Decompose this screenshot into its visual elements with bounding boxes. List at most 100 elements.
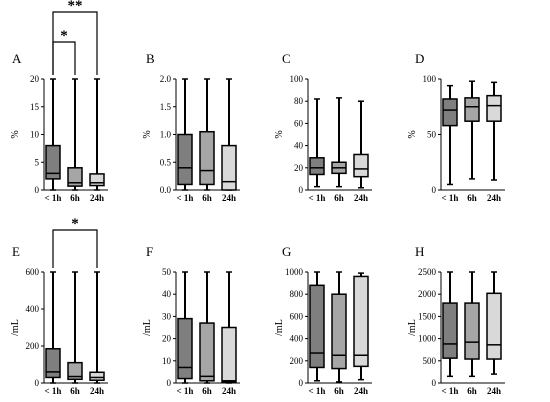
y-tick-label: 5 <box>35 157 40 167</box>
panel-f: F 0 10 20 30 40 50/mL < 1h 6h 24h <box>142 244 240 396</box>
category-label: 6h <box>467 386 477 396</box>
iqr-box <box>177 317 193 380</box>
y-tick-label: 100 <box>423 74 437 84</box>
y-tick-label: 0 <box>299 378 304 388</box>
y-axis-title: % <box>274 130 285 138</box>
iqr-box <box>464 302 480 360</box>
panel-a: A 0 5 10 15 20% < 1h 6h 24h *** <box>10 0 108 203</box>
y-tick-label: 1000 <box>285 267 304 277</box>
category-label: < 1h <box>309 386 326 396</box>
iqr-box <box>89 371 105 381</box>
y-axis-title: /mL <box>407 319 418 336</box>
category-label: < 1h <box>442 193 459 203</box>
iqr-box <box>442 98 458 127</box>
panel-e: E 0 200 400 600/mL < 1h 6h 24h * <box>10 216 108 396</box>
panel-letter: H <box>415 244 424 259</box>
y-tick-label: 600 <box>26 267 40 277</box>
iqr-box <box>45 144 61 180</box>
y-tick-label: 10 <box>30 130 40 140</box>
category-label: 24h <box>222 193 236 203</box>
significance-bracket <box>52 11 98 75</box>
box-2 <box>353 100 369 189</box>
y-tick-label: 200 <box>26 341 40 351</box>
category-label: 6h <box>70 386 80 396</box>
category-label: < 1h <box>309 193 326 203</box>
box-2 <box>89 271 105 384</box>
box-1 <box>199 78 215 191</box>
y-tick-label: 2.0 <box>160 74 172 84</box>
y-tick-label: 20 <box>162 334 172 344</box>
y-tick-label: 0 <box>167 378 172 388</box>
box-2 <box>221 271 237 384</box>
panel-d: D 0 50 100% < 1h 6h 24h <box>407 51 505 203</box>
box-1 <box>464 80 480 180</box>
y-tick-label: 50 <box>427 130 437 140</box>
category-label: 24h <box>487 193 501 203</box>
iqr-box <box>353 153 369 178</box>
box-2 <box>89 78 105 191</box>
y-tick-label: 0 <box>432 378 437 388</box>
iqr-box <box>67 167 83 187</box>
box-0 <box>309 98 325 188</box>
box-2 <box>221 78 237 191</box>
box-0 <box>442 84 458 186</box>
y-tick-label: 2000 <box>418 289 437 299</box>
y-axis-title: % <box>10 130 21 138</box>
panel-g: G 0 200 400 600 800 1000/mL < 1h 6h 24h <box>274 244 372 396</box>
box-2 <box>353 272 369 381</box>
y-tick-label: 0.5 <box>160 157 172 167</box>
significance-label: * <box>71 216 79 232</box>
y-tick-label: 0 <box>432 185 437 195</box>
panel-letter: C <box>282 51 291 66</box>
y-tick-label: 600 <box>290 311 304 321</box>
iqr-box <box>442 302 458 359</box>
y-tick-label: 20 <box>294 163 304 173</box>
iqr-box <box>89 173 105 187</box>
iqr-box <box>221 326 237 383</box>
category-label: 24h <box>222 386 236 396</box>
iqr-box <box>177 133 193 186</box>
y-tick-label: 500 <box>423 356 437 366</box>
category-label: < 1h <box>442 386 459 396</box>
iqr-box <box>486 292 502 360</box>
box-2 <box>486 271 502 375</box>
category-label: 6h <box>70 193 80 203</box>
category-label: 6h <box>334 193 344 203</box>
iqr-box <box>353 275 369 368</box>
panel-c: C 0 20 40 60 80 100% < 1h 6h 24h <box>274 51 372 203</box>
y-tick-label: 0 <box>35 185 40 195</box>
category-label: 6h <box>334 386 344 396</box>
significance-label: ** <box>68 0 83 14</box>
significance-bracket <box>52 41 76 75</box>
y-tick-label: 100 <box>290 74 304 84</box>
iqr-box <box>309 284 325 369</box>
y-axis-title: % <box>407 130 418 138</box>
category-label: 24h <box>354 193 368 203</box>
y-tick-label: 1500 <box>418 311 437 321</box>
iqr-box <box>221 144 237 191</box>
box-0 <box>309 271 325 382</box>
y-tick-label: 400 <box>290 334 304 344</box>
category-label: < 1h <box>177 386 194 396</box>
panel-b: B 0.0 0.5 1.0 1.5 2.0% < 1h 6h 24h <box>142 51 240 203</box>
y-tick-label: 2500 <box>418 267 437 277</box>
panel-letter: B <box>146 51 155 66</box>
category-label: 24h <box>90 193 104 203</box>
box-1 <box>331 271 347 383</box>
y-tick-label: 50 <box>162 267 172 277</box>
y-tick-label: 40 <box>162 289 172 299</box>
box-0 <box>177 271 193 384</box>
y-tick-label: 40 <box>294 141 304 151</box>
y-tick-label: 1.5 <box>160 102 172 112</box>
y-tick-label: 0 <box>35 378 40 388</box>
y-tick-label: 400 <box>26 304 40 314</box>
category-label: < 1h <box>177 193 194 203</box>
panel-letter: D <box>415 51 424 66</box>
y-tick-label: 200 <box>290 356 304 366</box>
y-tick-label: 60 <box>294 118 304 128</box>
panel-letter: F <box>146 244 153 259</box>
significance-bracket <box>52 229 98 268</box>
category-label: < 1h <box>45 386 62 396</box>
category-label: 24h <box>90 386 104 396</box>
